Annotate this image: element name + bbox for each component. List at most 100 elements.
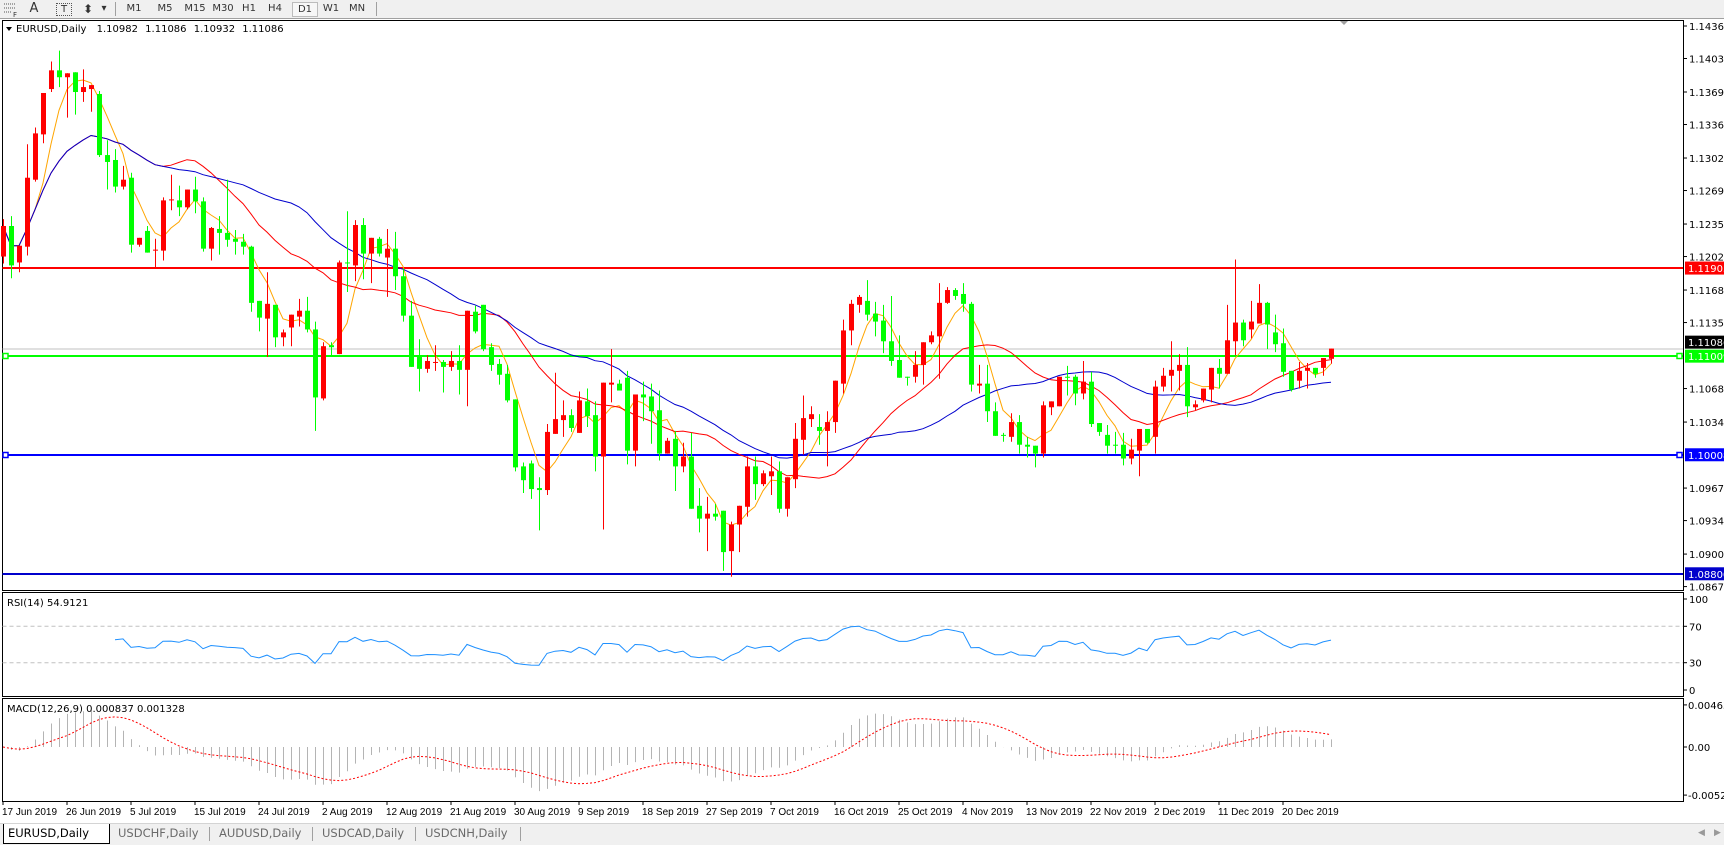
candle-bullish <box>49 70 54 90</box>
tab-usdcnh-daily[interactable]: USDCNH,Daily <box>425 826 508 840</box>
tab-usdcad-daily[interactable]: USDCAD,Daily <box>322 826 405 840</box>
candle-bearish <box>441 361 446 367</box>
timeframe-m15[interactable]: M15 <box>184 3 206 14</box>
toolbar-separator <box>115 2 116 16</box>
text-tool-icon[interactable]: A <box>29 1 39 16</box>
tab-separator <box>312 827 313 841</box>
candle-bearish <box>313 329 318 398</box>
candle-bearish <box>193 189 198 202</box>
price-axis-label: 1.10340 <box>1689 418 1724 429</box>
candle-bullish <box>1153 386 1158 437</box>
candle-bearish <box>145 230 150 253</box>
line-handle-right[interactable] <box>1676 352 1683 360</box>
candle-bullish <box>785 477 790 509</box>
date-axis-label: 15 Jul 2019 <box>194 807 246 818</box>
candle-bullish <box>553 419 558 434</box>
candle-bearish <box>1313 367 1318 374</box>
candle-bullish <box>17 245 22 263</box>
candle-bullish <box>425 360 430 369</box>
rsi-axis-label: 0 <box>1689 686 1695 697</box>
timeframe-h4[interactable]: H4 <box>268 3 282 14</box>
chart-tabs-bar: EURUSD,Daily USDCHF,Daily AUDUSD,Daily U… <box>0 823 1724 845</box>
candle-bullish <box>369 237 374 254</box>
candle-bullish <box>761 473 766 485</box>
candle-bullish <box>601 382 606 457</box>
timeframe-mn[interactable]: MN <box>348 3 366 14</box>
candle-bearish <box>1089 381 1094 425</box>
scroll-left-icon[interactable]: ◀ <box>1698 828 1705 838</box>
candle-bearish <box>257 300 262 318</box>
timeframe-w1[interactable]: W1 <box>322 3 340 14</box>
candle-bullish <box>265 303 270 319</box>
price-axis-label: 1.08670 <box>1689 583 1724 594</box>
timeframe-m1[interactable]: M1 <box>126 3 142 14</box>
price-chart[interactable]: 1.14360 1.14030 1.13690 1.13360 1.13020 1.126… <box>0 0 1724 823</box>
price-axis-label: 1.13020 <box>1689 154 1724 165</box>
candle-bullish <box>337 262 342 355</box>
date-axis-label: 27 Sep 2019 <box>706 807 763 818</box>
rsi-panel[interactable] <box>2 592 1684 697</box>
candle-bullish <box>945 290 950 303</box>
line-handle-left[interactable] <box>2 451 9 459</box>
candle-bullish <box>1257 302 1262 324</box>
candle-bearish <box>689 456 694 509</box>
candle-bearish <box>57 70 62 78</box>
date-axis-label: 13 Nov 2019 <box>1026 807 1083 818</box>
candle-bullish <box>921 342 926 365</box>
open-value: 1.10982 <box>97 24 138 35</box>
candle-bearish <box>1017 422 1022 445</box>
line-handle-right[interactable] <box>1676 451 1683 459</box>
candle-bullish <box>609 382 614 385</box>
close-value: 1.11086 <box>242 24 283 35</box>
date-axis-label: 12 Aug 2019 <box>386 807 443 818</box>
candle-bullish <box>809 414 814 420</box>
line-handle-left[interactable] <box>2 352 9 360</box>
fibonacci-tool-icon[interactable]: F <box>2 0 20 19</box>
rsi-axis-label: 30 <box>1689 659 1702 670</box>
tab-usdchf-daily[interactable]: USDCHF,Daily <box>118 826 199 840</box>
date-axis-label: 16 Oct 2019 <box>834 807 889 818</box>
timeframe-d1[interactable]: D1 <box>292 2 318 17</box>
arrows-tool-icon[interactable]: ⬍ <box>82 2 94 16</box>
candle-bullish <box>1201 388 1206 401</box>
date-axis-label: 5 Jul 2019 <box>130 807 177 818</box>
candle-bullish <box>281 332 286 338</box>
price-axis-label: 1.14030 <box>1689 55 1724 66</box>
collapse-triangle-icon[interactable] <box>6 27 12 31</box>
candle-bearish <box>73 72 78 93</box>
timeframe-h1[interactable]: H1 <box>242 3 256 14</box>
date-axis-label: 18 Sep 2019 <box>642 807 699 818</box>
candle-bearish <box>1241 322 1246 341</box>
low-value: 1.10932 <box>194 24 235 35</box>
candle-bullish <box>353 225 358 266</box>
tab-separator <box>520 827 521 841</box>
macd-panel[interactable] <box>2 698 1684 802</box>
candle-bullish <box>665 440 670 454</box>
candle-bearish <box>1033 445 1038 454</box>
candle-bearish <box>1217 367 1222 374</box>
fibonacci-lines-icon: F <box>4 3 17 19</box>
candle-bullish <box>1161 375 1166 387</box>
candle-bullish <box>65 73 70 78</box>
candle-bullish <box>297 310 302 317</box>
text-label-tool-icon[interactable]: T <box>56 3 72 16</box>
bid-price-tag: 1.11086 <box>1688 338 1724 349</box>
date-axis-label: 30 Aug 2019 <box>514 807 571 818</box>
price-axis-label: 1.13360 <box>1689 121 1724 132</box>
tab-eurusd-daily[interactable]: EURUSD,Daily <box>3 824 110 844</box>
line-price-tag: 1.11903 <box>1688 264 1724 275</box>
macd-axis-label: -0.00529 <box>1688 791 1724 802</box>
rsi-line <box>114 625 1332 666</box>
candle-bearish <box>393 248 398 277</box>
chart-shift-marker-icon[interactable] <box>1340 21 1348 25</box>
arrows-dropdown-chevron-icon[interactable]: ▾ <box>101 3 107 14</box>
timeframe-m30[interactable]: M30 <box>212 3 234 14</box>
ma-fast-line <box>2 79 1332 526</box>
candle-bearish <box>537 488 542 491</box>
candle-bearish <box>569 415 574 428</box>
tab-audusd-daily[interactable]: AUDUSD,Daily <box>219 826 302 840</box>
scroll-right-icon[interactable]: ▶ <box>1714 828 1721 838</box>
main-chart-panel[interactable] <box>2 20 1684 591</box>
price-axis-label: 1.12020 <box>1689 253 1724 264</box>
timeframe-m5[interactable]: M5 <box>157 3 173 14</box>
